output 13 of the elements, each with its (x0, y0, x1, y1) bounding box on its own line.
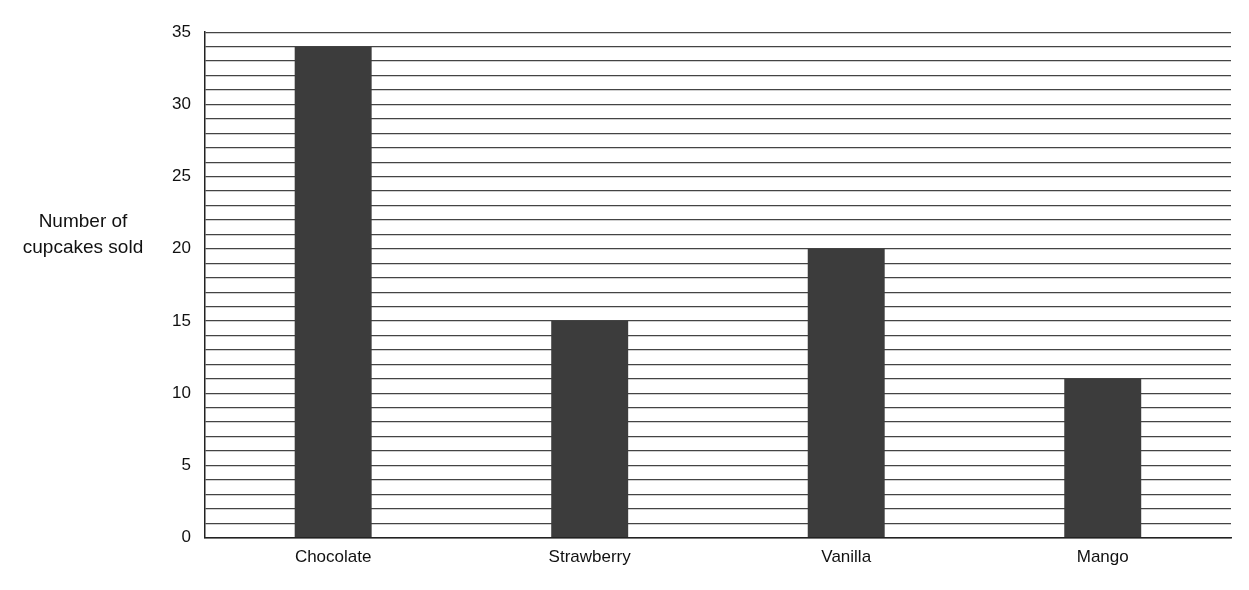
y-tick-label: 25 (171, 166, 191, 186)
x-tick-label: Chocolate (294, 547, 372, 567)
y-axis-title: Number of cupcakes sold (21, 209, 145, 259)
x-tick-label: Mango (1076, 547, 1129, 567)
x-tick-label: Strawberry (548, 547, 632, 567)
y-tick-label: 15 (171, 310, 191, 330)
x-tick-label: Vanilla (821, 547, 872, 567)
y-tick-label: 35 (171, 21, 191, 41)
y-tick-label: 30 (171, 94, 191, 114)
y-tick-label: 0 (181, 527, 191, 547)
y-tick-label: 20 (171, 238, 191, 258)
y-tick-label: 10 (171, 382, 191, 402)
y-tick-label: 5 (181, 455, 191, 475)
